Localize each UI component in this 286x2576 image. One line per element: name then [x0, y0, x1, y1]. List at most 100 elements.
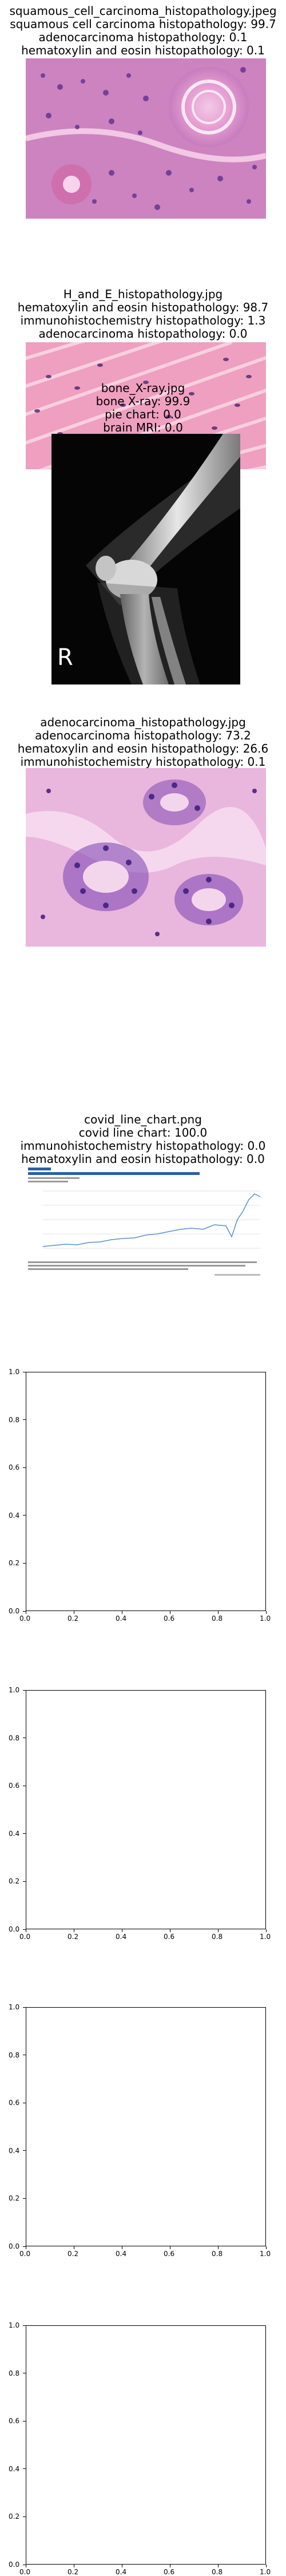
x-tick-label: 0.0 [19, 1615, 31, 1623]
x-tick-label: 0.6 [164, 1615, 175, 1623]
x-tick-label: 0.0 [19, 2250, 31, 2258]
x-tick-label: 0.8 [212, 1615, 223, 1623]
y-tick-mark [23, 1419, 26, 1420]
panel-2-filename: H_and_E_histopathology.jpg [63, 287, 223, 301]
x-tick-label: 0.8 [212, 1933, 223, 1941]
panel-3-score-1: bone X-ray: 99.9 [96, 394, 190, 408]
y-tick-label: 0.4 [9, 2146, 20, 2155]
y-tick-mark [23, 1611, 26, 1612]
y-tick-mark [23, 2246, 26, 2247]
y-tick-label: 1.0 [9, 2003, 20, 2011]
panel-4-score-3: immunohistochemistry histopathology: 0.1 [20, 755, 266, 769]
x-tick-label: 1.0 [260, 1933, 271, 1941]
x-tick-label: 0.4 [116, 2568, 127, 2576]
y-tick-label: 0.4 [9, 1511, 20, 1520]
x-tick-label: 0.6 [164, 1933, 175, 1941]
panel-2-score-1: hematoxylin and eosin histopathology: 98… [17, 300, 269, 314]
panel-5-score-1: covid line chart: 100.0 [78, 1126, 208, 1139]
panel-5-filename: covid_line_chart.png [84, 1113, 202, 1126]
panel-3-score-3: brain MRI: 0.0 [103, 421, 183, 434]
panel-5-score-3: hematoxylin and eosin histopathology: 0.… [21, 1152, 265, 1166]
covid-line-chart-thumbnail [26, 1165, 266, 1280]
x-tick-label: 1.0 [260, 1615, 271, 1623]
x-tick-label: 0.8 [212, 2568, 223, 2576]
y-tick-label: 0.0 [9, 2242, 20, 2250]
x-tick-mark [217, 1929, 219, 1932]
x-tick-label: 0.4 [116, 1933, 127, 1941]
y-tick-label: 0.8 [9, 2051, 20, 2059]
y-tick-label: 0.2 [9, 2512, 20, 2521]
y-tick-mark [23, 1929, 26, 1930]
x-tick-label: 0.2 [67, 2250, 79, 2258]
y-tick-label: 0.0 [9, 2561, 20, 2569]
xray-side-marker: R [57, 644, 73, 671]
x-tick-label: 1.0 [260, 2568, 271, 2576]
panel-1-score-1: squamous cell carcinoma histopathology: … [10, 17, 276, 31]
panel-1-score-2: adenocarcinoma histopathology: 0.1 [38, 30, 248, 44]
x-tick-label: 0.8 [212, 2250, 223, 2258]
y-tick-label: 0.2 [9, 2194, 20, 2203]
y-tick-label: 0.6 [9, 2417, 20, 2425]
x-tick-label: 0.2 [67, 2568, 79, 2576]
x-tick-label: 1.0 [260, 2250, 271, 2258]
adenocarcinoma-gland-image [26, 768, 266, 947]
y-tick-label: 0.0 [9, 1607, 20, 1615]
y-tick-mark [23, 2516, 26, 2517]
y-tick-label: 1.0 [9, 2321, 20, 2329]
x-tick-label: 0.2 [67, 1615, 79, 1623]
y-tick-mark [23, 1467, 26, 1468]
panel-3-filename: bone_X-ray.jpg [101, 381, 185, 395]
panel-3-score-2: pie chart: 0.0 [105, 407, 181, 421]
x-tick-mark [265, 1611, 267, 1614]
x-tick-mark [217, 1611, 219, 1614]
panel-4-score-2: hematoxylin and eosin histopathology: 26… [17, 742, 269, 755]
panel-4-score-1: adenocarcinoma histopathology: 73.2 [35, 729, 251, 742]
x-tick-mark [265, 2246, 267, 2249]
y-tick-label: 0.2 [9, 1559, 20, 1568]
y-tick-mark [23, 1833, 26, 1834]
y-tick-label: 0.8 [9, 2369, 20, 2377]
x-tick-label: 0.6 [164, 2250, 175, 2258]
x-tick-label: 0.4 [116, 2250, 127, 2258]
y-tick-mark [23, 2468, 26, 2470]
panel-5-score-2: immunohistochemistry histopathology: 0.0 [20, 1139, 266, 1153]
panel-2-score-2: immunohistochemistry histopathology: 1.3 [20, 314, 266, 327]
y-tick-mark [23, 2198, 26, 2199]
y-tick-mark [23, 1562, 26, 1564]
y-tick-label: 1.0 [9, 1686, 20, 1694]
empty-axes-2 [26, 1690, 266, 1929]
y-tick-label: 0.0 [9, 1925, 20, 1933]
panel-1-score-3: hematoxylin and eosin histopathology: 0.… [21, 43, 265, 57]
x-tick-mark [217, 2565, 219, 2567]
y-tick-label: 0.4 [9, 1829, 20, 1838]
y-tick-label: 0.6 [9, 1463, 20, 1472]
x-tick-label: 0.6 [164, 2568, 175, 2576]
panel-4-filename: adenocarcinoma_histopathology.jpg [40, 715, 246, 729]
x-tick-mark [265, 2565, 267, 2567]
x-tick-mark [217, 2246, 219, 2249]
y-tick-mark [23, 2007, 26, 2008]
empty-axes-3 [26, 2007, 266, 2246]
y-tick-label: 0.8 [9, 1415, 20, 1424]
y-tick-label: 1.0 [9, 1368, 20, 1376]
y-tick-label: 0.4 [9, 2464, 20, 2473]
y-tick-label: 0.2 [9, 1877, 20, 1886]
squamous-cell-histology-image [26, 58, 266, 219]
x-tick-mark [265, 1929, 267, 1932]
x-tick-label: 0.0 [19, 1933, 31, 1941]
y-tick-mark [23, 2325, 26, 2326]
y-tick-label: 0.6 [9, 2099, 20, 2107]
knee-xray-image: R [51, 434, 240, 684]
y-tick-label: 0.6 [9, 1782, 20, 1790]
empty-axes-4 [26, 2325, 266, 2565]
y-tick-mark [23, 1881, 26, 1882]
x-tick-label: 0.2 [67, 1933, 79, 1941]
panel-2-score-3: adenocarcinoma histopathology: 0.0 [38, 327, 248, 341]
x-tick-label: 0.4 [116, 1615, 127, 1623]
empty-axes-1 [26, 1372, 266, 1611]
panel-1-filename: squamous_cell_carcinoma_histopathology.j… [9, 4, 277, 18]
y-tick-mark [23, 2150, 26, 2151]
y-tick-label: 0.8 [9, 1734, 20, 1742]
y-tick-mark [23, 1689, 26, 1691]
x-tick-label: 0.0 [19, 2568, 31, 2576]
